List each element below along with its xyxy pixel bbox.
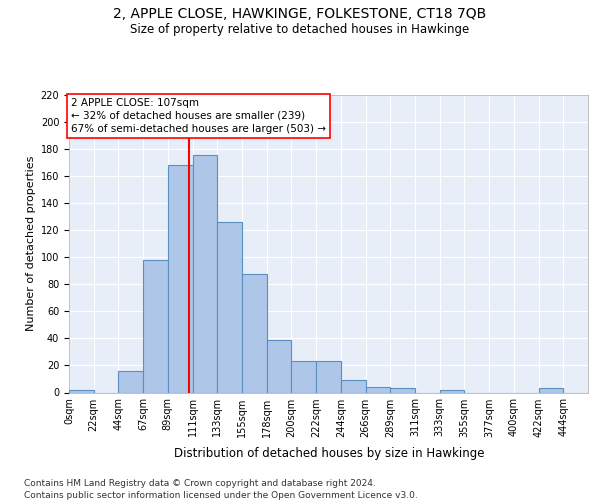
Bar [69,390,94,392]
Text: Distribution of detached houses by size in Hawkinge: Distribution of detached houses by size … [173,448,484,460]
Text: 2 APPLE CLOSE: 107sqm
← 32% of detached houses are smaller (239)
67% of semi-det: 2 APPLE CLOSE: 107sqm ← 32% of detached … [71,98,326,134]
Bar [440,390,464,392]
Text: Contains public sector information licensed under the Open Government Licence v3: Contains public sector information licen… [24,491,418,500]
Bar [390,388,415,392]
Text: 2, APPLE CLOSE, HAWKINGE, FOLKESTONE, CT18 7QB: 2, APPLE CLOSE, HAWKINGE, FOLKESTONE, CT… [113,8,487,22]
Bar [341,380,365,392]
Bar [143,260,168,392]
Y-axis label: Number of detached properties: Number of detached properties [26,156,37,332]
Bar [242,274,267,392]
Bar [118,371,143,392]
Text: Size of property relative to detached houses in Hawkinge: Size of property relative to detached ho… [130,22,470,36]
Bar [539,388,563,392]
Bar [267,340,292,392]
Bar [292,362,316,392]
Bar [168,166,193,392]
Bar [316,362,341,392]
Text: Contains HM Land Registry data © Crown copyright and database right 2024.: Contains HM Land Registry data © Crown c… [24,479,376,488]
Bar [217,222,242,392]
Bar [193,154,217,392]
Bar [365,387,390,392]
